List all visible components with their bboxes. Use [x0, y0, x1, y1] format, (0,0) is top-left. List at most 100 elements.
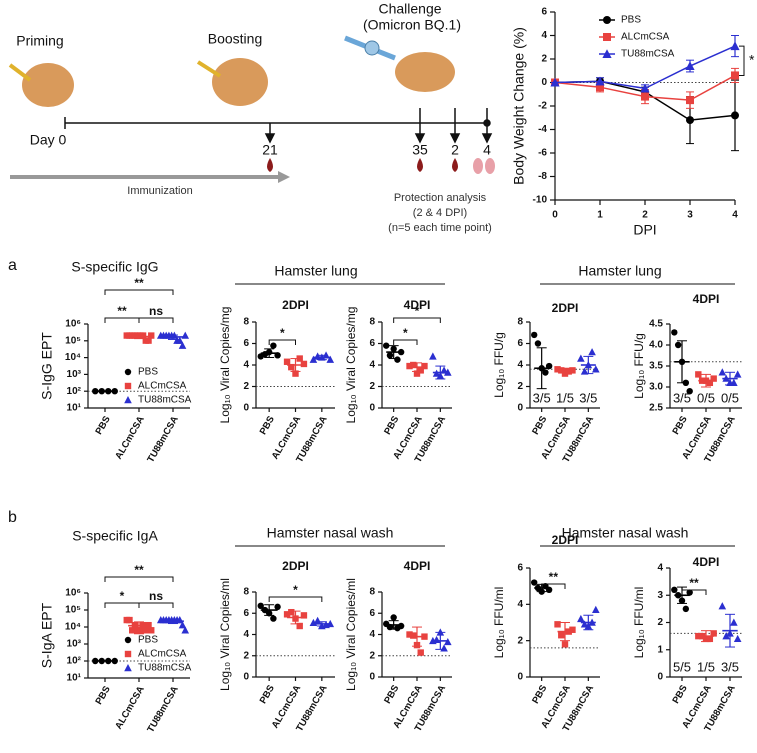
x-tick-label: 3 [687, 210, 693, 221]
chart-title: 4DPI [693, 555, 720, 569]
marker [731, 111, 739, 120]
marker [300, 612, 308, 619]
marker [554, 621, 561, 628]
panel-label: b [8, 509, 17, 526]
immunization-label: Immunization [127, 185, 192, 197]
marker [421, 362, 428, 370]
y-axis-label: Log₁₀ Viral Copies/ml [218, 578, 232, 691]
marker [413, 370, 421, 377]
y-tick-label: 2 [369, 650, 375, 661]
fraction-label: 1/5 [556, 390, 574, 405]
marker [592, 605, 600, 613]
marker [292, 370, 299, 377]
y-tick-label: 0 [243, 403, 249, 414]
marker [718, 602, 727, 610]
marker [178, 621, 187, 629]
x-tick-label: PBS [670, 414, 689, 436]
marker [550, 77, 560, 87]
marker [145, 337, 152, 344]
significance-bracket [268, 596, 323, 602]
marker [596, 83, 604, 92]
significance-bracket [268, 339, 296, 345]
fraction-label: 3/5 [673, 390, 691, 405]
significance-label: ** [117, 304, 127, 318]
significance-label: ** [549, 570, 559, 584]
marker [406, 362, 413, 370]
marker [440, 644, 448, 652]
y-tick-label: 8 [243, 587, 249, 598]
y-tick-label: 4 [541, 30, 547, 41]
hamster [22, 63, 74, 107]
significance-label: ns [149, 304, 163, 318]
x-axis-label: DPI [633, 222, 656, 238]
marker [417, 649, 424, 656]
y-tick-label: 0 [243, 672, 249, 683]
marker [730, 378, 738, 386]
marker [603, 33, 611, 41]
y-tick-label: 4 [243, 360, 249, 371]
marker [397, 622, 405, 630]
y-tick-label: 8 [369, 587, 375, 598]
marker [148, 627, 155, 634]
marker [577, 614, 585, 623]
marker [270, 615, 277, 622]
y-tick-label: 3.0 [649, 382, 663, 393]
fraction-label: 0/5 [721, 390, 739, 405]
marker [386, 352, 394, 359]
analysis-label: Protection analysis [394, 192, 487, 204]
y-tick-label: 6 [243, 608, 249, 619]
fraction-label: 5/5 [673, 659, 691, 674]
marker [313, 616, 322, 624]
day-label: 4 [483, 142, 491, 158]
lung [485, 158, 495, 174]
significance-bracket [393, 339, 418, 345]
x-tick-label: PBS [382, 683, 401, 705]
y-axis-label: Log₁₀ Viral Copies/mg [344, 307, 358, 424]
marker [577, 354, 585, 362]
marker [686, 96, 694, 105]
group-header: Hamster nasal wash [562, 525, 689, 541]
marker [270, 342, 277, 349]
marker [603, 16, 611, 24]
x-tick-label: PBS [93, 414, 112, 436]
y-tick-label: 10¹ [67, 673, 82, 684]
y-axis-label: Log₁₀ FFU/g [632, 333, 646, 399]
marker [137, 627, 144, 634]
y-tick-label: 2 [369, 381, 375, 392]
fraction-label: 1/5 [697, 659, 715, 674]
marker [710, 630, 717, 637]
y-tick-label: 0 [657, 672, 663, 683]
marker [595, 76, 605, 86]
day-label: 21 [262, 142, 278, 158]
fraction-label: 3/5 [579, 390, 597, 405]
y-tick-label: 6 [517, 563, 523, 574]
marker [531, 331, 538, 339]
marker [706, 379, 714, 386]
arrow-head [278, 171, 290, 183]
legend-label: PBS [138, 367, 158, 378]
marker [685, 61, 695, 71]
y-tick-label: 4 [517, 360, 523, 371]
marker [588, 348, 596, 356]
marker [730, 41, 740, 51]
significance-bracket [104, 602, 140, 608]
legend-label: ALCmCSA [138, 649, 187, 660]
significance-label: ns [149, 589, 163, 603]
marker [124, 396, 132, 404]
virus [364, 40, 380, 56]
marker [686, 116, 694, 125]
significance-label: * [749, 51, 755, 67]
fraction-label: 0/5 [697, 390, 715, 405]
marker [542, 369, 549, 376]
y-tick-label: 2 [243, 650, 249, 661]
marker [671, 329, 678, 336]
significance-bracket [104, 576, 174, 582]
marker [641, 92, 649, 101]
marker [283, 611, 291, 618]
chart-title: 2DPI [282, 559, 309, 573]
y-tick-label: -2 [538, 101, 547, 112]
legend-label: TU88mCSA [621, 49, 675, 60]
significance-label: ** [689, 576, 699, 590]
marker [686, 589, 693, 596]
x-tick-label: 4 [732, 210, 738, 221]
